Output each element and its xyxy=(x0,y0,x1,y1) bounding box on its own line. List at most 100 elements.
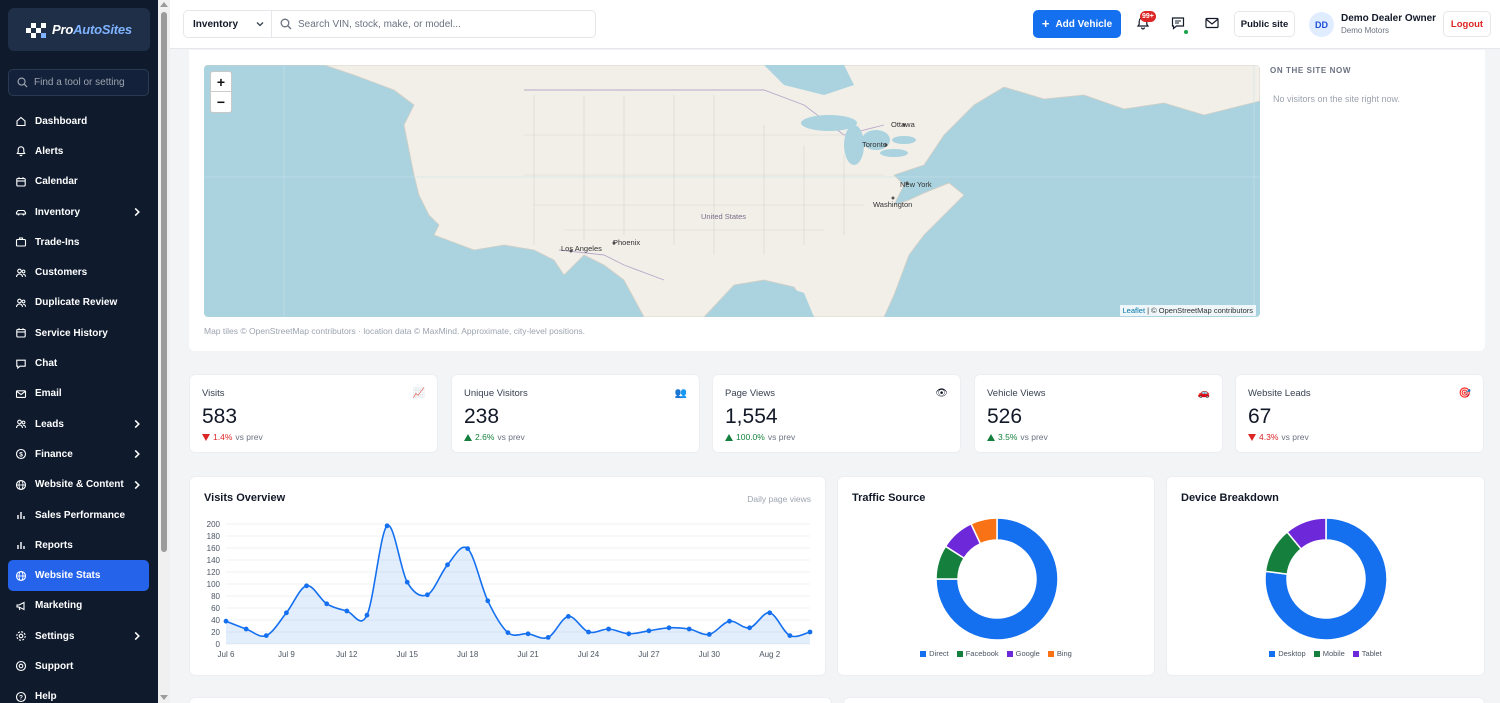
visits-data-point[interactable] xyxy=(727,618,732,624)
slice-direct[interactable] xyxy=(935,517,1059,641)
svg-text:?: ? xyxy=(19,694,23,701)
sidebar-item-email[interactable]: Email xyxy=(8,379,149,409)
visits-data-point[interactable] xyxy=(666,625,672,631)
leaflet-link[interactable]: Leaflet xyxy=(1122,306,1146,315)
visits-data-point[interactable] xyxy=(787,633,793,638)
visits-data-point[interactable] xyxy=(565,614,571,619)
slice-bing[interactable] xyxy=(970,517,998,545)
on-site-now-heading: ON THE SITE NOW xyxy=(1270,66,1351,75)
visits-data-point[interactable] xyxy=(263,633,269,638)
visits-data-point[interactable] xyxy=(284,610,289,616)
visits-data-point[interactable] xyxy=(304,583,309,589)
traffic-source-donut xyxy=(935,517,1059,641)
legend-item-mobile[interactable]: Mobile xyxy=(1313,649,1345,658)
visits-data-point[interactable] xyxy=(445,562,450,568)
calendar-icon xyxy=(16,176,26,187)
sidebar-item-label: Calendar xyxy=(35,176,78,188)
sidebar-item-trade-ins[interactable]: Trade-Ins xyxy=(8,227,149,257)
legend-swatch xyxy=(1352,651,1359,657)
scroll-up-arrow[interactable] xyxy=(160,2,168,7)
sidebar-scrollbar[interactable] xyxy=(158,0,170,703)
scroll-down-arrow[interactable] xyxy=(160,695,168,700)
visits-data-point[interactable] xyxy=(384,523,390,529)
logout-button[interactable]: Logout xyxy=(1443,11,1491,37)
zoom-out-button[interactable]: − xyxy=(216,94,226,110)
visits-data-point[interactable] xyxy=(424,592,430,598)
legend-item-tablet[interactable]: Tablet xyxy=(1352,649,1382,658)
visits-data-point[interactable] xyxy=(525,631,531,637)
sidebar-item-label: Sales Performance xyxy=(35,509,126,521)
visits-data-point[interactable] xyxy=(807,629,813,635)
visits-data-point[interactable] xyxy=(324,601,330,607)
visits-data-point[interactable] xyxy=(686,626,692,632)
sidebar-item-duplicate-review[interactable]: Duplicate Review xyxy=(8,288,149,318)
sidebar-item-website-stats[interactable]: Website Stats xyxy=(8,560,149,591)
visits-data-point[interactable] xyxy=(485,598,491,604)
legend-item-facebook[interactable]: Facebook xyxy=(956,649,999,658)
visits-data-point[interactable] xyxy=(243,626,249,632)
zoom-in-button[interactable]: + xyxy=(211,72,231,92)
sidebar-search-input[interactable] xyxy=(34,77,144,88)
osm-attribution[interactable]: | © OpenStreetMap contributors xyxy=(1147,306,1253,315)
global-search-input[interactable] xyxy=(298,18,588,30)
visits-data-point[interactable] xyxy=(404,579,410,585)
visits-data-point[interactable] xyxy=(545,635,551,640)
sidebar-search[interactable] xyxy=(8,69,149,96)
sidebar-item-label: Service History xyxy=(35,327,108,339)
avatar[interactable]: DD xyxy=(1309,12,1334,37)
legend-item-desktop[interactable]: Desktop xyxy=(1269,649,1306,658)
sidebar-item-reports[interactable]: Reports xyxy=(8,530,149,560)
sidebar-item-calendar[interactable]: Calendar xyxy=(8,167,149,197)
mail-icon[interactable] xyxy=(1204,15,1220,31)
legend-item-bing[interactable]: Bing xyxy=(1047,649,1072,658)
map-tiles: Ottawa Toronto New York Washington Unite… xyxy=(204,65,1260,317)
sidebar-item-sales-performance[interactable]: Sales Performance xyxy=(8,500,149,530)
sidebar-item-website-content[interactable]: Website & Content xyxy=(8,470,149,500)
kpi-delta: 3.5% vs prev xyxy=(987,432,1048,442)
visits-data-point[interactable] xyxy=(364,612,370,618)
search-scope-select[interactable]: Inventory xyxy=(183,10,271,38)
help-icon: ? xyxy=(15,691,27,702)
visits-data-point[interactable] xyxy=(767,610,773,616)
sidebar-item-service-history[interactable]: Service History xyxy=(8,318,149,348)
chevron-right-icon xyxy=(134,450,140,459)
visitor-map[interactable]: Ottawa Toronto New York Washington Unite… xyxy=(204,65,1260,317)
legend-label: Google xyxy=(1015,649,1040,658)
sidebar-item-support[interactable]: Support xyxy=(8,651,149,681)
visits-data-point[interactable] xyxy=(223,618,229,624)
calendar-icon xyxy=(16,328,26,338)
legend-label: Desktop xyxy=(1278,649,1306,658)
sidebar-item-leads[interactable]: Leads xyxy=(8,409,149,439)
slice-tablet[interactable] xyxy=(1286,517,1327,551)
global-search[interactable] xyxy=(271,10,596,38)
chat-icon[interactable] xyxy=(1170,15,1186,31)
users-icon xyxy=(15,268,26,277)
brand-logo[interactable]: ProAutoSites xyxy=(8,8,150,51)
sidebar-item-marketing[interactable]: Marketing xyxy=(8,591,149,621)
visits-data-point[interactable] xyxy=(465,546,471,551)
sidebar-item-settings[interactable]: Settings xyxy=(8,621,149,651)
scrollbar-thumb[interactable] xyxy=(161,12,167,552)
visits-data-point[interactable] xyxy=(646,628,652,634)
sidebar-item-finance[interactable]: $ Finance xyxy=(8,439,149,469)
visits-data-point[interactable] xyxy=(606,626,612,632)
legend-item-google[interactable]: Google xyxy=(1006,649,1040,658)
sidebar-item-inventory[interactable]: Inventory xyxy=(8,197,149,227)
visits-data-point[interactable] xyxy=(706,632,712,637)
sidebar-item-alerts[interactable]: Alerts xyxy=(8,136,149,166)
visits-data-point[interactable] xyxy=(626,631,632,637)
visits-data-point[interactable] xyxy=(586,629,591,635)
chat-online-indicator xyxy=(1183,29,1189,35)
sidebar-item-customers[interactable]: Customers xyxy=(8,257,149,287)
add-vehicle-button[interactable]: + Add Vehicle xyxy=(1033,10,1121,38)
slice-desktop[interactable] xyxy=(1264,517,1388,641)
visits-data-point[interactable] xyxy=(505,630,511,635)
visits-data-point[interactable] xyxy=(747,625,752,631)
visits-data-point[interactable] xyxy=(344,608,350,614)
legend-item-direct[interactable]: Direct xyxy=(920,649,949,658)
public-site-button[interactable]: Public site xyxy=(1234,11,1295,37)
y-tick-label: 20 xyxy=(211,628,220,637)
sidebar-item-help[interactable]: ? Help xyxy=(8,682,149,703)
sidebar-item-chat[interactable]: Chat xyxy=(8,348,149,378)
sidebar-item-dashboard[interactable]: Dashboard xyxy=(8,106,149,136)
